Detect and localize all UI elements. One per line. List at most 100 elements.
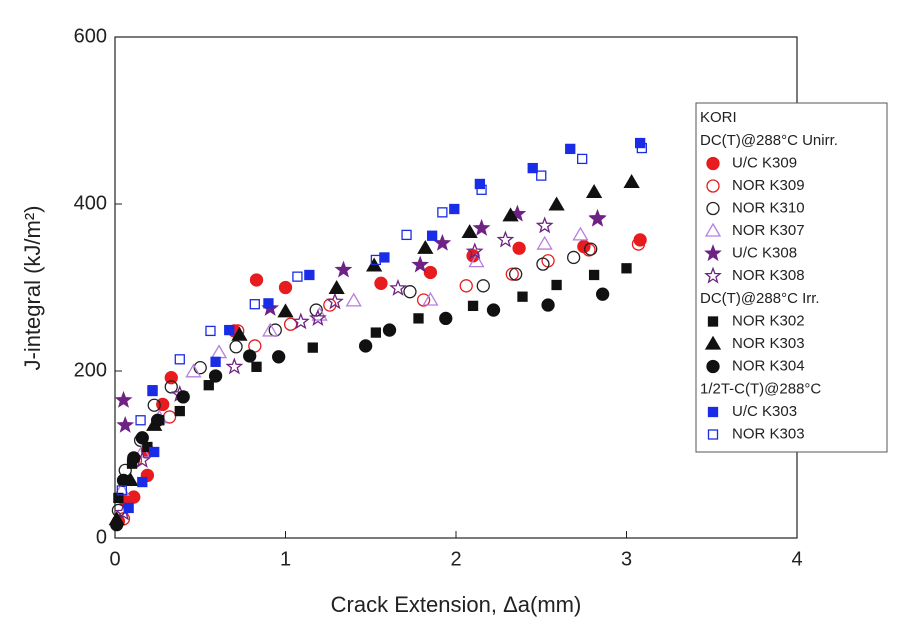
x-axis-label: Crack Extension, Δa(mm) [331, 592, 582, 617]
data-point [251, 361, 262, 372]
legend-label: NOR K309 [732, 177, 805, 194]
legend-label: NOR K302 [732, 312, 805, 329]
data-point [127, 490, 141, 504]
data-point [551, 279, 562, 291]
data-point [150, 413, 165, 427]
data-point [326, 292, 344, 310]
data-point [584, 242, 598, 256]
data-point [433, 233, 452, 251]
data-point [164, 371, 178, 385]
data-point [193, 361, 207, 375]
data-point [379, 252, 390, 263]
data-point [203, 380, 214, 391]
x-tick-label: 1 [280, 548, 291, 570]
data-point [291, 312, 310, 330]
legend-marker [704, 266, 722, 284]
data-point [382, 323, 397, 337]
x-tick-label: 4 [791, 548, 802, 570]
data-point [147, 385, 158, 397]
data-point [496, 230, 515, 248]
legend-marker [706, 359, 720, 374]
data-point [426, 230, 438, 241]
data-point [185, 363, 202, 378]
y-axis-label: J-integral (kJ/m²) [20, 205, 45, 370]
data-point [345, 292, 362, 307]
data-point [417, 239, 434, 254]
x-tick-label: 3 [621, 548, 632, 570]
data-point [577, 153, 588, 165]
legend-label: NOR K303 [732, 335, 805, 352]
data-point [292, 271, 303, 282]
data-point [176, 390, 190, 404]
plot-frame [114, 36, 798, 539]
data-point [631, 237, 646, 251]
points [108, 137, 647, 532]
data-point [358, 339, 373, 353]
data-point [116, 415, 135, 433]
data-point [110, 517, 124, 532]
data-point [205, 325, 216, 337]
data-point [263, 298, 274, 309]
data-point [422, 291, 439, 306]
data-point [229, 340, 243, 354]
data-point [114, 390, 133, 408]
data-point [585, 184, 603, 198]
legend-marker [706, 156, 720, 171]
data-point [401, 229, 412, 241]
data-point [459, 279, 473, 293]
data-point [461, 224, 478, 239]
data-point [174, 354, 185, 365]
legend-marker [707, 316, 719, 327]
data-point [467, 300, 479, 312]
data-point [517, 291, 528, 302]
legend-marker [706, 201, 720, 216]
data-point [272, 350, 286, 364]
data-point [304, 269, 315, 281]
data-point [278, 280, 293, 295]
data-point [621, 263, 632, 274]
data-point [174, 405, 185, 417]
data-point [439, 311, 453, 326]
data-point [548, 196, 565, 211]
data-point [135, 431, 149, 445]
legend-label: U/C K309 [732, 154, 797, 171]
data-point [370, 254, 382, 266]
data-point [566, 250, 581, 265]
data-point [210, 356, 221, 367]
data-point [309, 309, 327, 327]
legend-group: DC(T)@288°C Unirr. [700, 132, 838, 149]
data-point [476, 279, 490, 293]
data-point [411, 255, 430, 273]
data-point [262, 322, 279, 337]
data-point [437, 207, 448, 218]
data-point [210, 344, 228, 359]
data-point [468, 253, 485, 268]
data-point [307, 342, 318, 353]
legend-marker [706, 179, 720, 193]
data-point [527, 162, 538, 174]
legend-box [695, 102, 888, 453]
data-point [588, 269, 600, 281]
data-point [127, 451, 141, 465]
data-point [595, 287, 610, 301]
data-point [374, 276, 388, 290]
data-point [147, 398, 161, 412]
legend: KORI DC(T)@288°C Unirr. U/C K309 NOR K309 NO… [695, 102, 888, 453]
x-tick-label: 0 [109, 548, 120, 570]
data-point [536, 257, 550, 271]
data-point [135, 415, 146, 426]
data-point [623, 173, 640, 188]
data-point [283, 317, 298, 331]
legend-title: KORI [700, 109, 737, 126]
legend-marker [707, 429, 719, 440]
data-point [423, 265, 438, 280]
data-point [588, 209, 607, 227]
data-point [535, 216, 554, 234]
legend-marker [704, 222, 722, 237]
legend-label: NOR K307 [732, 222, 805, 239]
data-point [536, 170, 547, 181]
x-tick-label: 2 [450, 548, 461, 570]
data-point [389, 278, 407, 296]
y-tick-label: 0 [96, 526, 107, 548]
